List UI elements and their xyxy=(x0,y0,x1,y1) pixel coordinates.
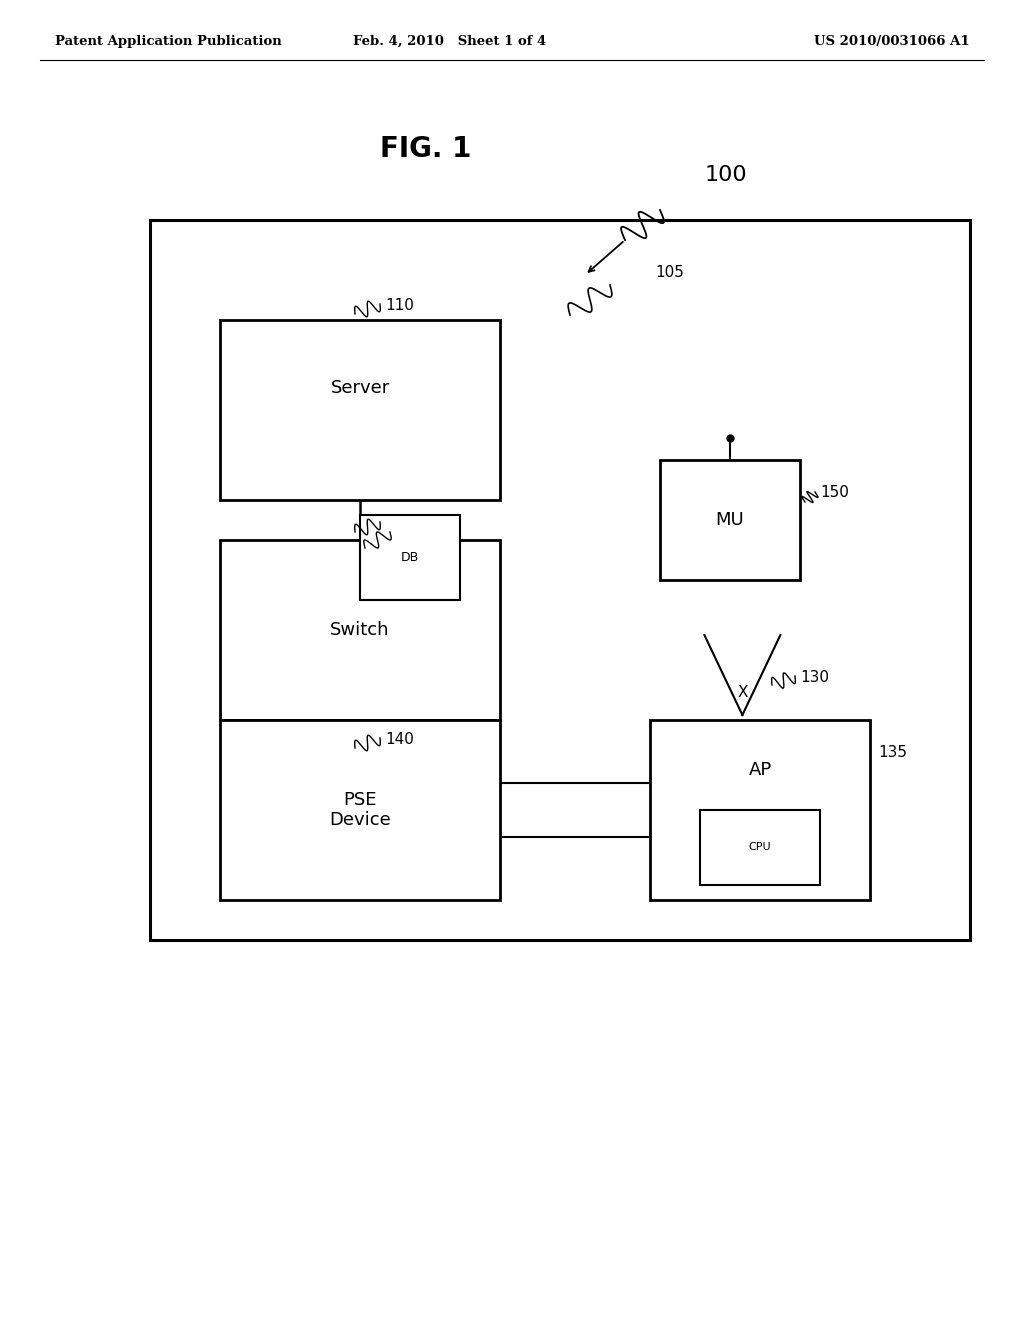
Text: 105: 105 xyxy=(655,265,684,280)
Text: DB: DB xyxy=(400,550,419,564)
Bar xyxy=(650,719,870,900)
Text: 100: 100 xyxy=(705,165,748,185)
Bar xyxy=(220,540,500,719)
Text: PSE
Device: PSE Device xyxy=(329,791,391,829)
Text: X: X xyxy=(737,685,748,700)
Text: 115: 115 xyxy=(395,525,424,540)
Text: 135: 135 xyxy=(878,744,907,760)
Bar xyxy=(660,459,800,579)
Text: FIG. 1: FIG. 1 xyxy=(380,135,471,162)
Text: 140: 140 xyxy=(385,733,414,747)
Text: 130: 130 xyxy=(800,671,829,685)
Bar xyxy=(220,319,500,500)
Text: Server: Server xyxy=(331,379,389,397)
Bar xyxy=(700,810,820,884)
Text: Feb. 4, 2010   Sheet 1 of 4: Feb. 4, 2010 Sheet 1 of 4 xyxy=(353,36,547,48)
Text: MU: MU xyxy=(716,511,744,529)
Text: Switch: Switch xyxy=(331,620,390,639)
Text: 150: 150 xyxy=(820,484,849,500)
Bar xyxy=(150,220,970,940)
Text: 110: 110 xyxy=(385,298,414,313)
Bar xyxy=(360,515,460,601)
Text: 120: 120 xyxy=(385,515,414,531)
Text: AP: AP xyxy=(749,762,772,779)
Text: CPU: CPU xyxy=(749,842,771,853)
Bar xyxy=(220,719,500,900)
Text: US 2010/0031066 A1: US 2010/0031066 A1 xyxy=(814,36,970,48)
Text: Patent Application Publication: Patent Application Publication xyxy=(55,36,282,48)
